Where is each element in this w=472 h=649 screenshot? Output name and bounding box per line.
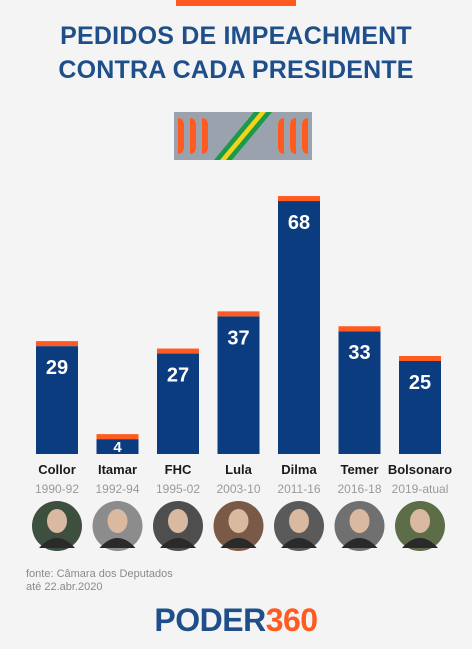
category-label: Itamar: [98, 462, 137, 477]
emblem-graphic: [174, 112, 312, 160]
bar-cap-itamar: [96, 434, 139, 440]
logo-text-poder: PODER: [154, 602, 266, 638]
period-label: 1995-02: [156, 482, 200, 496]
category-label: FHC: [165, 462, 192, 477]
avatar-face: [289, 509, 309, 533]
bar-fhc: [157, 353, 199, 454]
category-label: Temer: [340, 462, 378, 477]
data-label: 27: [167, 365, 189, 387]
logo-text-360: 360: [265, 602, 318, 638]
bar-temer: [338, 331, 381, 454]
avatar-shoulders: [220, 538, 257, 548]
data-label: 37: [227, 327, 249, 349]
bar-itamar: [96, 439, 139, 454]
bar-lula: [217, 316, 260, 454]
category-label: Lula: [225, 462, 252, 477]
bar-cap-bolsonaro: [399, 356, 441, 361]
avatar-shoulders: [402, 538, 438, 548]
chart-title-line-1: PEDIDOS DE IMPEACHMENT: [60, 22, 412, 50]
period-label: 1990-92: [35, 482, 79, 496]
avatar-face: [168, 509, 188, 533]
avatar-shoulders: [39, 538, 75, 548]
data-label: 33: [348, 342, 370, 364]
bar-collor: [36, 346, 78, 454]
period-label: 2011-16: [277, 482, 320, 496]
avatar-shoulders: [341, 538, 378, 548]
data-label: 4: [113, 439, 122, 456]
avatar-face: [349, 509, 370, 533]
bar-dilma: [278, 201, 320, 454]
period-label: 1992-94: [95, 482, 139, 496]
bar-cap-temer: [338, 326, 381, 332]
bar-cap-lula: [217, 311, 260, 317]
brand-logo: PODER360: [0, 602, 472, 639]
period-label: 2003-10: [216, 482, 260, 496]
bar-cap-collor: [36, 341, 78, 347]
avatar-shoulders: [160, 538, 196, 548]
chart-title-line-2: CONTRA CADA PRESIDENTE: [58, 56, 414, 84]
avatar-shoulders: [99, 538, 136, 548]
avatar-face: [107, 509, 128, 533]
data-label: 25: [409, 372, 431, 394]
category-label: Bolsonaro: [388, 462, 452, 477]
bar-cap-dilma: [278, 196, 320, 202]
avatar-face: [410, 509, 430, 533]
period-label: 2016-18: [337, 482, 381, 496]
category-label: Dilma: [281, 462, 317, 477]
source-date: até 22.abr.2020: [26, 581, 103, 593]
avatar-face: [47, 509, 67, 533]
avatar-face: [228, 509, 249, 533]
source-note: fonte: Câmara dos Deputados: [26, 568, 173, 580]
data-label: 29: [46, 357, 68, 379]
avatar-shoulders: [281, 538, 317, 548]
bar-bolsonaro: [399, 361, 441, 454]
category-label: Collor: [38, 462, 76, 477]
top-accent-bar: [176, 0, 296, 6]
period-label: 2019-atual: [392, 482, 449, 496]
data-label: 68: [288, 212, 310, 234]
bar-cap-fhc: [157, 348, 199, 354]
